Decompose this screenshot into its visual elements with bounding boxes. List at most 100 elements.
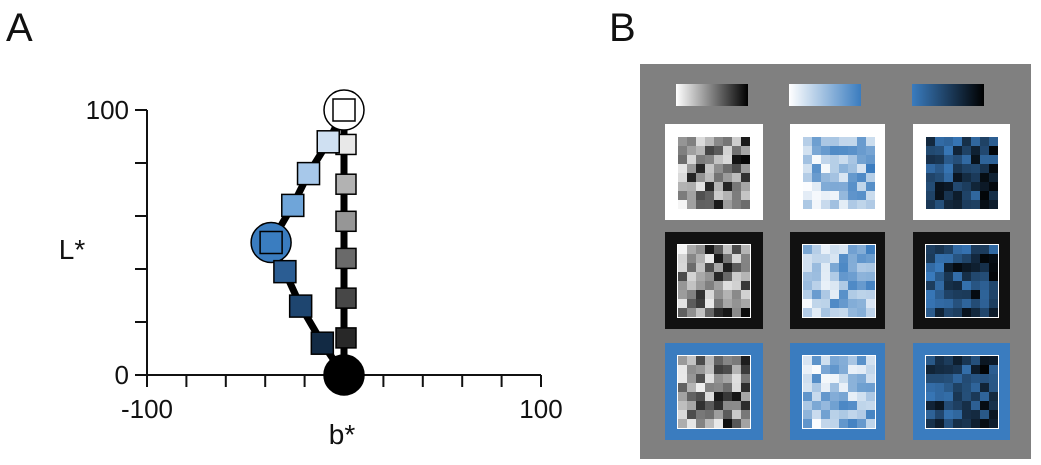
checker-cell bbox=[980, 374, 989, 383]
checker-cell bbox=[866, 182, 875, 191]
checker-cell bbox=[944, 272, 953, 281]
checker-cell bbox=[866, 155, 875, 164]
checker-cell bbox=[935, 392, 944, 401]
checkerboard bbox=[677, 136, 751, 210]
checker-cell bbox=[812, 200, 821, 209]
checker-cell bbox=[830, 191, 839, 200]
checker-cell bbox=[848, 383, 857, 392]
checker-cell bbox=[848, 272, 857, 281]
checker-cell bbox=[705, 365, 714, 374]
checker-cell bbox=[980, 383, 989, 392]
checker-cell bbox=[971, 137, 980, 146]
checker-cell bbox=[944, 299, 953, 308]
checker-cell bbox=[803, 308, 812, 317]
checker-cell bbox=[723, 401, 732, 410]
checker-cell bbox=[980, 263, 989, 272]
checker-cell bbox=[857, 272, 866, 281]
checker-cell bbox=[732, 173, 741, 182]
checker-cell bbox=[821, 272, 830, 281]
checker-cell bbox=[857, 374, 866, 383]
checker-cell bbox=[848, 374, 857, 383]
checker-cell bbox=[705, 137, 714, 146]
checker-cell bbox=[705, 392, 714, 401]
checker-cell bbox=[687, 164, 696, 173]
checker-cell bbox=[935, 365, 944, 374]
checker-cell bbox=[962, 146, 971, 155]
checker-cell bbox=[714, 365, 723, 374]
checker-cell bbox=[989, 155, 998, 164]
checker-cell bbox=[962, 137, 971, 146]
stimulus-tile bbox=[790, 232, 885, 329]
checker-cell bbox=[687, 308, 696, 317]
checker-cell bbox=[687, 419, 696, 428]
stimulus-tile bbox=[913, 124, 1010, 220]
checker-cell bbox=[866, 146, 875, 155]
checker-cell bbox=[962, 410, 971, 419]
checker-cell bbox=[803, 290, 812, 299]
checker-cell bbox=[741, 146, 750, 155]
checker-cell bbox=[714, 254, 723, 263]
checker-cell bbox=[687, 173, 696, 182]
checker-cell bbox=[812, 245, 821, 254]
checker-cell bbox=[741, 173, 750, 182]
checker-cell bbox=[857, 401, 866, 410]
checker-cell bbox=[866, 290, 875, 299]
checker-cell bbox=[953, 191, 962, 200]
checker-cell bbox=[962, 155, 971, 164]
checker-cell bbox=[714, 281, 723, 290]
checker-cell bbox=[944, 173, 953, 182]
checker-cell bbox=[839, 308, 848, 317]
checker-cell bbox=[741, 410, 750, 419]
checker-cell bbox=[821, 410, 830, 419]
checker-cell bbox=[821, 308, 830, 317]
checker-cell bbox=[962, 401, 971, 410]
checker-cell bbox=[723, 137, 732, 146]
data-point bbox=[296, 161, 321, 186]
checker-cell bbox=[821, 245, 830, 254]
checker-cell bbox=[953, 410, 962, 419]
checker-cell bbox=[732, 191, 741, 200]
checker-cell bbox=[732, 299, 741, 308]
checker-cell bbox=[803, 356, 812, 365]
checker-cell bbox=[980, 173, 989, 182]
checker-cell bbox=[696, 419, 705, 428]
checker-cell bbox=[866, 173, 875, 182]
checker-cell bbox=[926, 182, 935, 191]
checker-cell bbox=[812, 356, 821, 365]
data-point bbox=[259, 230, 283, 255]
checker-cell bbox=[962, 200, 971, 209]
checker-cell bbox=[732, 419, 741, 428]
checker-cell bbox=[839, 263, 848, 272]
checker-cell bbox=[980, 245, 989, 254]
checker-cell bbox=[848, 410, 857, 419]
checker-cell bbox=[980, 155, 989, 164]
checker-cell bbox=[732, 146, 741, 155]
checker-cell bbox=[935, 281, 944, 290]
checker-cell bbox=[989, 410, 998, 419]
checker-cell bbox=[962, 419, 971, 428]
checker-cell bbox=[866, 299, 875, 308]
checker-cell bbox=[803, 173, 812, 182]
checker-cell bbox=[971, 164, 980, 173]
checker-cell bbox=[714, 374, 723, 383]
checker-cell bbox=[678, 137, 687, 146]
checker-cell bbox=[678, 401, 687, 410]
checker-cell bbox=[848, 182, 857, 191]
checker-cell bbox=[821, 299, 830, 308]
checker-cell bbox=[953, 200, 962, 209]
checker-cell bbox=[705, 155, 714, 164]
checker-cell bbox=[812, 137, 821, 146]
checker-cell bbox=[723, 155, 732, 164]
checker-cell bbox=[705, 173, 714, 182]
checker-cell bbox=[980, 299, 989, 308]
checker-cell bbox=[821, 383, 830, 392]
checker-cell bbox=[741, 245, 750, 254]
checker-cell bbox=[830, 254, 839, 263]
data-point bbox=[332, 98, 356, 122]
checker-cell bbox=[732, 254, 741, 263]
checker-cell bbox=[678, 254, 687, 263]
checker-cell bbox=[741, 281, 750, 290]
checker-cell bbox=[953, 299, 962, 308]
checker-cell bbox=[803, 155, 812, 164]
checker-cell bbox=[723, 182, 732, 191]
